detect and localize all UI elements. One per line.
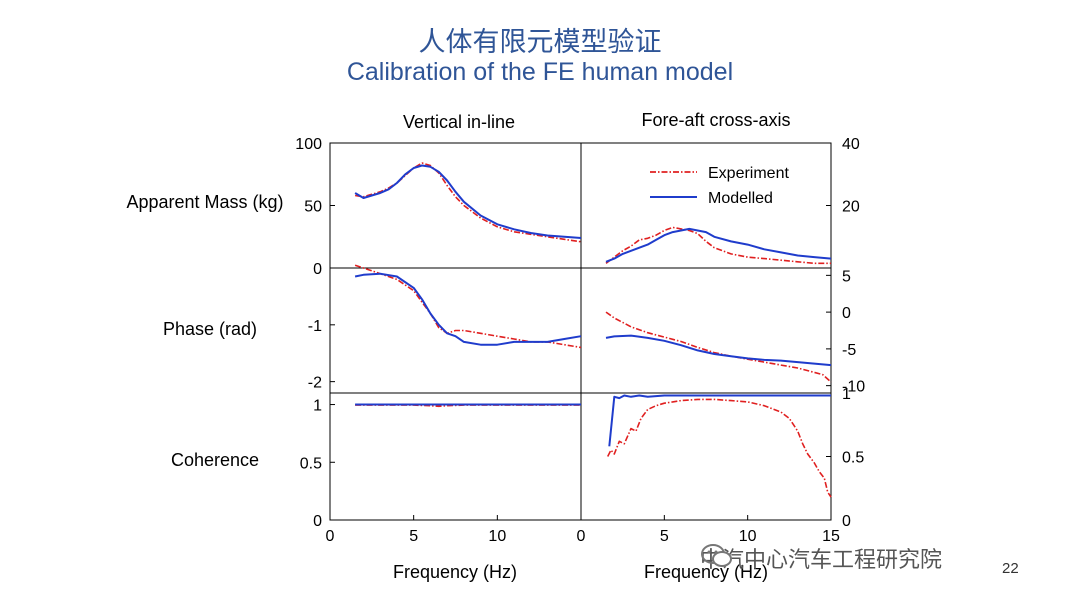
- x-tick-label-right: 5: [660, 528, 669, 545]
- y-tick-label-right: 20: [842, 199, 860, 216]
- slide-title-chinese: 人体有限元模型验证: [418, 27, 662, 58]
- y-tick-label-right: 5: [842, 268, 851, 285]
- y-tick-label-right: 1: [842, 386, 851, 403]
- x-tick-label-left: 0: [326, 528, 335, 545]
- wechat-logo-icon: [701, 544, 732, 567]
- y-tick-label-left: 0.5: [300, 455, 322, 472]
- series-experiment-fa: [605, 226, 831, 265]
- page-number: 22: [1002, 560, 1019, 577]
- slide-title-english: Calibration of the FE human model: [346, 58, 734, 86]
- row-label-2: Coherence: [171, 450, 259, 470]
- series-experiment-fp: [605, 311, 832, 383]
- y-tick-label-right: -10: [842, 379, 865, 396]
- series-modelled-va: [354, 164, 582, 239]
- column-title-fore-aft: Fore-aft cross-axis: [641, 110, 790, 130]
- series-experiment-fc: [606, 398, 832, 498]
- y-tick-label-right: 0: [842, 305, 851, 322]
- y-tick-label-right: 40: [842, 136, 860, 153]
- x-axis-label-fore-aft: Frequency (Hz): [644, 562, 768, 582]
- y-tick-label-left: 100: [295, 136, 322, 153]
- legend-label-modelled: Modelled: [708, 190, 773, 207]
- series-modelled-fp: [605, 334, 832, 367]
- y-tick-label-left: 0: [313, 513, 322, 530]
- watermark: 中汽中心汽车工程研究院: [700, 542, 942, 574]
- series-modelled-fc: [608, 394, 831, 447]
- series-experiment-va: [354, 162, 582, 243]
- y-tick-label-left: -1: [308, 318, 322, 335]
- row-label-1: Phase (rad): [163, 319, 257, 339]
- column-title-vertical: Vertical in-line: [403, 112, 515, 132]
- y-tick-label-left: -2: [308, 375, 322, 392]
- row-label-0: Apparent Mass (kg): [126, 192, 283, 212]
- y-tick-label-right: 0: [842, 513, 851, 530]
- y-tick-label-left: 0: [313, 261, 322, 278]
- x-tick-label-left: 5: [409, 528, 418, 545]
- y-tick-label-right: 0.5: [842, 450, 864, 467]
- y-tick-label-left: 1: [313, 398, 322, 415]
- x-axis-label-vertical: Frequency (Hz): [393, 562, 517, 582]
- legend-label-experiment: Experiment: [708, 165, 789, 182]
- x-tick-label-right: 0: [577, 528, 586, 545]
- series-experiment-vp: [354, 264, 582, 349]
- y-tick-label-left: 50: [304, 199, 322, 216]
- series-modelled-vp: [354, 272, 582, 346]
- x-tick-label-right: 15: [822, 528, 840, 545]
- watermark-text: 中汽中心汽车工程研究院: [700, 548, 943, 573]
- y-tick-label-right: -5: [842, 342, 856, 359]
- series-modelled-fa: [605, 227, 832, 263]
- x-tick-label-left: 10: [488, 528, 506, 545]
- x-tick-label-right: 10: [739, 528, 757, 545]
